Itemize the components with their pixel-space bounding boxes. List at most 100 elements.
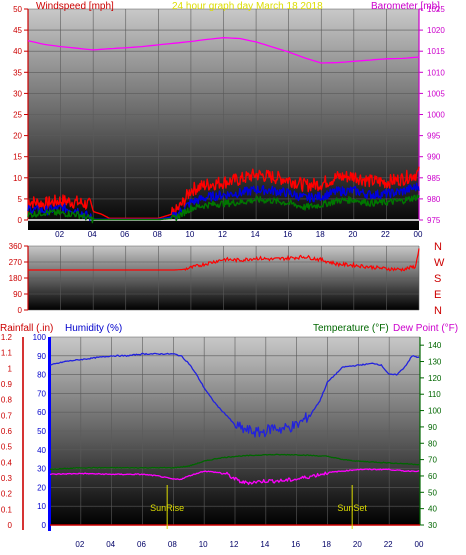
rain-tick-label: 0	[8, 521, 13, 530]
baro-tick-label: 990	[427, 153, 441, 162]
rain-tick-label: 1.2	[1, 333, 13, 342]
temp-tick-label: 50	[428, 488, 437, 497]
rain-tick-label: 0.7	[1, 411, 13, 420]
rain-tick-label: 0.2	[1, 490, 13, 499]
temp-tick-label: 140	[428, 341, 442, 350]
series-line-0	[27, 37, 420, 64]
series-line-1	[27, 166, 420, 219]
humidity-tick-label: 100	[33, 333, 47, 342]
hour-tick-label: 14	[260, 540, 269, 549]
hour-tick-label: 14	[251, 230, 260, 239]
temp-tick-label: 90	[428, 423, 437, 432]
compass-label: S	[434, 273, 441, 285]
hour-tick-label: 04	[106, 540, 115, 549]
hour-tick-label: 16	[291, 540, 300, 549]
humidity-tick-label: 70	[37, 389, 46, 398]
rain-tick-label: 1.1	[1, 349, 13, 358]
sunrise-label: SunRise	[150, 503, 184, 513]
hour-tick-label: 10	[199, 540, 208, 549]
hour-tick-label: 12	[230, 540, 239, 549]
direction-line	[28, 248, 420, 272]
humidity-tick-label: 20	[37, 483, 46, 492]
rain-tick-label: 0.5	[1, 443, 13, 452]
wind-tick-label: 35	[13, 68, 22, 77]
rainfall-axis-label: Rainfall (.in)	[0, 323, 53, 334]
baro-tick-label: 1005	[427, 89, 445, 98]
baro-tick-label: 975	[427, 216, 441, 225]
rain-tick-label: 0.1	[1, 505, 13, 514]
humidity-tick-label: 50	[37, 427, 46, 436]
hour-tick-label: 12	[218, 230, 227, 239]
series-line-2	[49, 468, 420, 486]
humidity-tick-label: 30	[37, 465, 46, 474]
wind-tick-label: 10	[13, 174, 22, 183]
rain-tick-label: 0.8	[1, 396, 13, 405]
dew-point-axis-label: Dew Point (°F)	[393, 323, 458, 334]
hour-tick-label: 22	[384, 540, 393, 549]
humidity-tick-label: 40	[37, 446, 46, 455]
hour-tick-label: 06	[120, 230, 129, 239]
humidity-tick-label: 80	[37, 371, 46, 380]
wind-tick-label: 5	[18, 195, 23, 204]
hour-tick-label: 02	[75, 540, 84, 549]
hour-tick-label: 00	[414, 230, 423, 239]
temp-tick-label: 40	[428, 505, 437, 514]
hour-tick-label: 18	[316, 230, 325, 239]
hour-tick-label: 18	[322, 540, 331, 549]
rain-tick-label: 1	[8, 364, 13, 373]
compass-label: N	[434, 305, 442, 317]
temp-tick-label: 100	[428, 407, 442, 416]
humidity-tick-label: 60	[37, 408, 46, 417]
humidity-tick-label: 10	[37, 502, 46, 511]
humidity-axis	[48, 337, 51, 531]
wind-tick-label: 20	[13, 132, 22, 141]
wind-tick-label: 30	[13, 89, 22, 98]
wind-tick-label: 50	[13, 5, 22, 14]
direction-tick-label: 90	[13, 290, 22, 299]
rain-tick-label: 0.4	[1, 458, 13, 467]
hour-tick-label: 20	[353, 540, 362, 549]
baro-tick-label: 980	[427, 195, 441, 204]
rain-tick-label: 0.9	[1, 380, 13, 389]
hour-tick-label: 22	[381, 230, 390, 239]
windspeed-axis-label: Windspeed [mph]	[36, 1, 114, 12]
baro-tick-label: 985	[427, 174, 441, 183]
hour-tick-label: 02	[55, 230, 64, 239]
hour-tick-label: 00	[415, 540, 424, 549]
rain-tick-label: 0.6	[1, 427, 13, 436]
compass-label: W	[434, 257, 445, 269]
series-line-1	[50, 453, 420, 471]
hour-tick-label: 10	[185, 230, 194, 239]
temp-tick-label: 30	[428, 521, 437, 530]
temp-tick-label: 60	[428, 472, 437, 481]
wind-tick-label: 25	[13, 111, 22, 120]
direction-tick-label: 180	[9, 274, 23, 283]
baro-tick-label: 1010	[427, 68, 445, 77]
baro-tick-label: 995	[427, 132, 441, 141]
humidity-axis-label: Humidity (%)	[65, 323, 122, 334]
hour-tick-label: 16	[283, 230, 292, 239]
temp-tick-label: 70	[428, 456, 437, 465]
hour-tick-label: 08	[168, 540, 177, 549]
direction-tick-label: 0	[18, 306, 23, 315]
hour-tick-label: 06	[137, 540, 146, 549]
series-line-3	[27, 194, 420, 224]
hour-tick-label: 08	[153, 230, 162, 239]
temp-tick-label: 80	[428, 439, 437, 448]
compass-label: N	[434, 241, 442, 253]
temperature-axis-label: Temperature (°F)	[313, 323, 389, 334]
compass-label: E	[434, 289, 441, 301]
temp-tick-label: 110	[428, 390, 441, 399]
baro-tick-label: 1020	[427, 26, 445, 35]
humidity-tick-label: 90	[37, 352, 46, 361]
hour-tick-label: 04	[88, 230, 97, 239]
wind-tick-label: 0	[18, 216, 23, 225]
direction-tick-label: 360	[9, 242, 23, 251]
baro-tick-label: 1000	[427, 111, 445, 120]
temp-tick-label: 120	[428, 374, 442, 383]
rain-tick-label: 0.3	[1, 474, 13, 483]
wind-tick-label: 45	[13, 26, 22, 35]
baro-tick-label: 1025	[427, 5, 445, 14]
